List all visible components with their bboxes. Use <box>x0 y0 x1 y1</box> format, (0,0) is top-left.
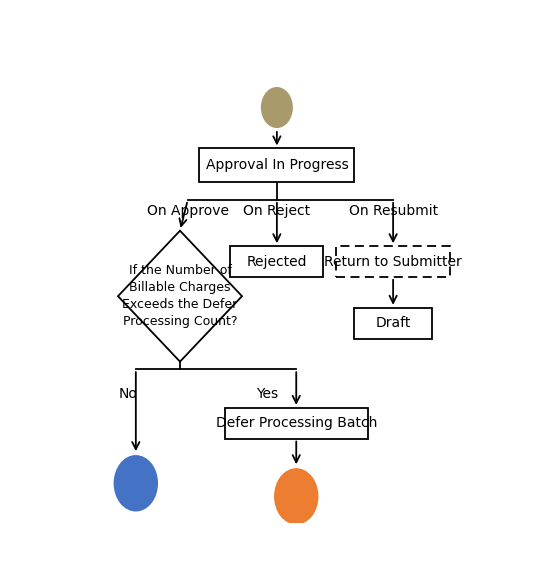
Text: Defer Processing Batch: Defer Processing Batch <box>215 416 377 430</box>
Ellipse shape <box>113 454 159 513</box>
FancyBboxPatch shape <box>225 408 368 439</box>
Ellipse shape <box>260 86 294 129</box>
Text: Rejected: Rejected <box>247 255 307 269</box>
FancyBboxPatch shape <box>200 148 354 182</box>
Text: On Reject: On Reject <box>243 205 311 219</box>
Text: If the Number of
Billable Charges
Exceeds the Defer
Processing Count?: If the Number of Billable Charges Exceed… <box>122 264 237 328</box>
FancyBboxPatch shape <box>230 246 324 277</box>
FancyBboxPatch shape <box>336 246 451 277</box>
Text: Return to Submitter: Return to Submitter <box>324 255 462 269</box>
FancyBboxPatch shape <box>354 308 432 339</box>
Text: On Approve: On Approve <box>147 205 229 219</box>
Text: No: No <box>118 387 137 401</box>
Ellipse shape <box>273 467 320 526</box>
Text: Approval In Progress: Approval In Progress <box>206 158 348 172</box>
Polygon shape <box>118 230 242 362</box>
Text: Draft: Draft <box>375 316 411 330</box>
Text: Yes: Yes <box>256 387 279 401</box>
Text: On Resubmit: On Resubmit <box>348 205 438 219</box>
